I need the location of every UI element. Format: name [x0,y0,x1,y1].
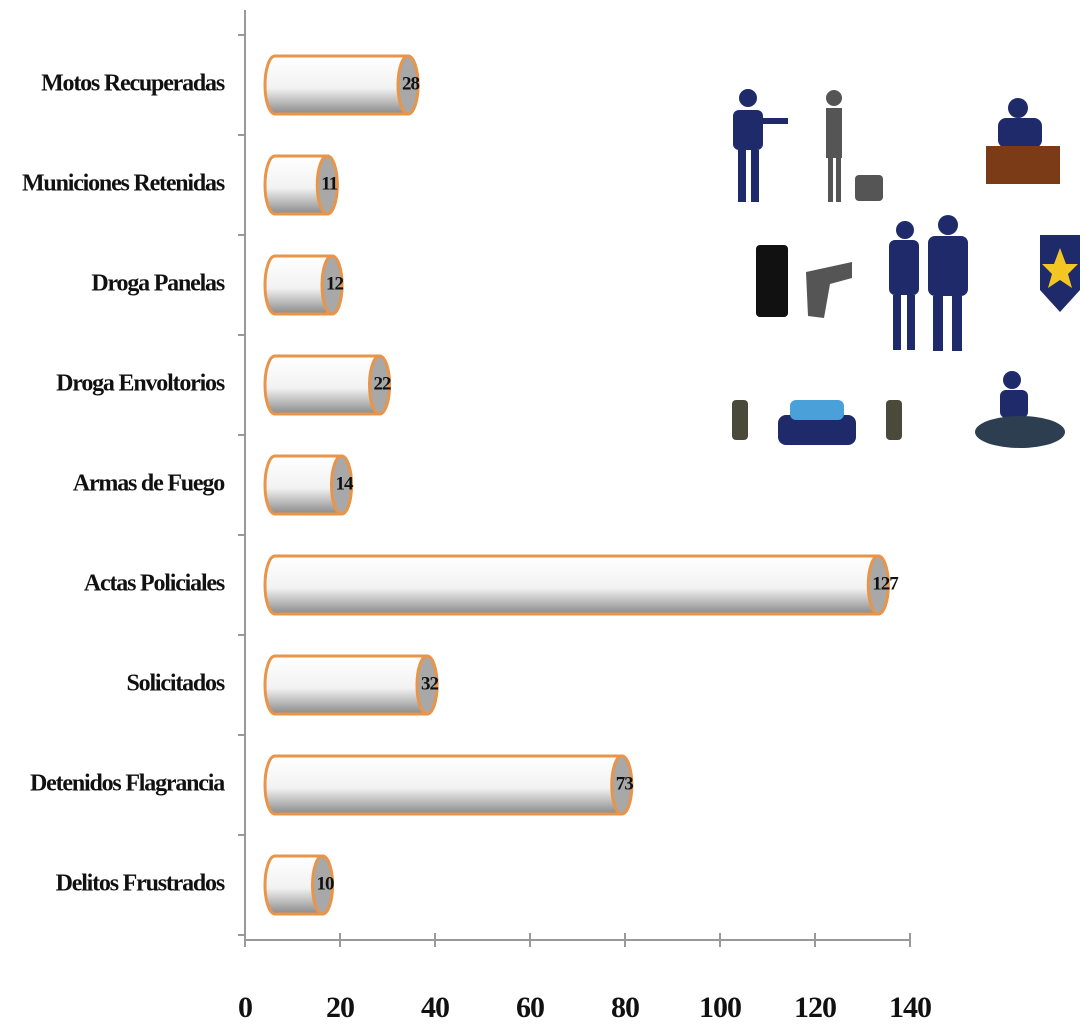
value-label: 14 [336,473,355,494]
x-tick-label: 100 [699,991,741,1024]
x-tick-label: 120 [794,991,836,1024]
bar [263,754,634,816]
bar-cap [315,154,339,216]
bar-cap [415,654,439,716]
bar-cap [368,354,391,416]
value-label: 10 [317,873,335,894]
value-label: 22 [374,373,392,394]
x-tick-label: 140 [889,991,931,1024]
y-tick-label: Armas de Fuego [73,471,225,497]
y-tick-label: Municiones Retenidas [22,171,225,197]
y-tick-label: Delitos Frustrados [56,871,225,897]
x-tick-label: 40 [421,991,449,1024]
x-tick-label: 20 [326,991,354,1024]
value-label: 127 [872,573,899,594]
y-tick-label: Detenidos Flagrancia [30,771,225,797]
y-tick-label: Actas Policiales [84,571,225,597]
y-tick-label: Droga Envoltorios [56,371,225,397]
y-tick-label: Droga Panelas [91,271,224,297]
bar-cap [320,254,344,316]
bar-cap [330,454,353,516]
bar [263,54,420,116]
value-label: 28 [402,73,420,94]
value-label: 32 [421,673,439,694]
bar [263,554,890,616]
x-tick-label: 0 [238,991,252,1024]
bar-cap [396,54,420,116]
clip-art [732,89,1080,448]
bar-cap [311,854,334,916]
x-tick-label: 80 [611,991,639,1024]
bar-cap [610,754,634,816]
x-tick-label: 60 [516,991,544,1024]
value-label: 12 [326,273,344,294]
value-label: 73 [616,773,634,794]
y-tick-label: Motos Recuperadas [41,71,225,97]
y-tick-label: Solicitados [127,671,225,697]
bar-cap [866,554,890,616]
bar [263,654,439,716]
value-label: 11 [321,173,337,194]
